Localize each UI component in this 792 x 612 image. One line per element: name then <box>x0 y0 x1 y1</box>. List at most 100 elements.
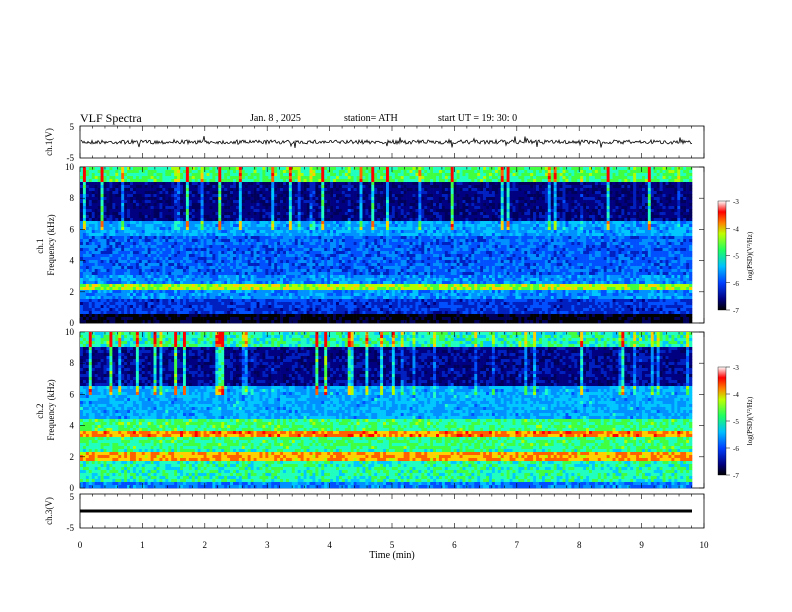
spectrogram-cell <box>98 293 101 296</box>
spectrogram-cell <box>136 200 139 203</box>
spectrogram-cell <box>165 191 168 194</box>
spectrogram-cell <box>151 206 154 209</box>
spectrogram-cell <box>139 305 142 308</box>
spectrogram-cell <box>148 200 151 203</box>
spectrogram-cell <box>139 197 142 200</box>
spectrogram-cell <box>151 215 154 218</box>
spectrogram-cell <box>168 290 171 293</box>
spectrogram-cell <box>139 296 142 299</box>
spectrogram-cell <box>92 293 95 296</box>
spectrogram-cell <box>154 239 157 242</box>
spectrogram-cell <box>95 179 98 182</box>
spectrogram-cell <box>148 299 151 302</box>
spectrogram-cell <box>145 314 148 317</box>
spectrogram-cell <box>86 170 89 173</box>
spectrogram-cell <box>83 293 86 296</box>
spectrogram-cell <box>159 257 162 260</box>
spectrogram-cell <box>171 296 174 299</box>
spectrogram-cell <box>157 275 160 278</box>
spectrogram-cell <box>89 248 92 251</box>
spectrogram-cell <box>168 320 171 323</box>
spectrogram-cell <box>177 221 180 224</box>
spectrogram-cell <box>115 191 118 194</box>
spectrogram-cell <box>124 317 127 320</box>
spectrogram-cell <box>112 314 115 317</box>
spectrogram-cell <box>101 284 104 287</box>
spectrogram-cell <box>154 308 157 311</box>
spectrogram-cell <box>130 320 133 323</box>
spectrogram-cell <box>159 233 162 236</box>
spectrogram-cell <box>154 206 157 209</box>
spectrogram-cell <box>151 218 154 221</box>
spectrogram-cell <box>98 260 101 263</box>
spectrogram-cell <box>80 203 83 206</box>
spectrogram-cell <box>159 179 162 182</box>
spectrogram-cell <box>121 251 124 254</box>
spectrogram-cell <box>139 245 142 248</box>
spectrogram-cell <box>148 176 151 179</box>
spectrogram-cell <box>101 209 104 212</box>
spectrogram-cell <box>101 221 104 224</box>
spectrogram-cell <box>95 269 98 272</box>
spectrogram-cell <box>95 233 98 236</box>
spectrogram-cell <box>115 236 118 239</box>
spectrogram-cell <box>171 317 174 320</box>
spectrogram-cell <box>121 320 124 323</box>
spectrogram-cell <box>83 221 86 224</box>
spectrogram-cell <box>142 197 145 200</box>
spectrogram-cell <box>174 191 177 194</box>
spectrogram-cell <box>139 173 142 176</box>
spectrogram-cell <box>112 194 115 197</box>
spectrogram-cell <box>83 206 86 209</box>
spectrogram-cell <box>148 269 151 272</box>
spectrogram-cell <box>104 248 107 251</box>
spectrogram-cell <box>101 167 104 170</box>
spectrogram-cell <box>165 197 168 200</box>
spectrogram-cell <box>136 260 139 263</box>
spectrogram-cell <box>106 206 109 209</box>
spectrogram-cell <box>139 275 142 278</box>
spectrogram-cell <box>139 317 142 320</box>
spectrogram-cell <box>124 305 127 308</box>
spectrogram-cell <box>80 194 83 197</box>
spectrogram-cell <box>104 239 107 242</box>
spectrogram-cell <box>148 281 151 284</box>
spectrogram-cell <box>151 212 154 215</box>
spectrogram-cell <box>174 185 177 188</box>
spectrogram-cell <box>98 194 101 197</box>
spectrogram-cell <box>165 293 168 296</box>
spectrogram-cell <box>106 281 109 284</box>
spectrogram-cell <box>162 269 165 272</box>
spectrogram-cell <box>171 176 174 179</box>
spectrogram-cell <box>124 218 127 221</box>
spectrogram-cell <box>80 206 83 209</box>
spectrogram-cell <box>133 308 136 311</box>
spectrogram-cell <box>145 170 148 173</box>
spectrogram-cell <box>154 260 157 263</box>
spectrogram-cell <box>159 293 162 296</box>
spectrogram-cell <box>92 296 95 299</box>
spectrogram-cell <box>133 197 136 200</box>
spectrogram-cell <box>154 209 157 212</box>
spectrogram-cell <box>101 203 104 206</box>
spectrogram-cell <box>86 263 89 266</box>
spectrogram-cell <box>162 182 165 185</box>
spectrogram-cell <box>112 173 115 176</box>
spectrogram-cell <box>148 251 151 254</box>
spectrogram-cell <box>165 260 168 263</box>
spectrogram-cell <box>174 254 177 257</box>
spectrogram-cell <box>92 287 95 290</box>
spectrogram-cell <box>148 275 151 278</box>
spectrogram-cell <box>121 308 124 311</box>
spectrogram-cell <box>148 290 151 293</box>
spectrogram-cell <box>112 320 115 323</box>
spectrogram-cell <box>162 284 165 287</box>
spectrogram-cell <box>133 296 136 299</box>
spectrogram-cell <box>95 290 98 293</box>
spectrogram-cell <box>127 269 130 272</box>
spectrogram-cell <box>139 167 142 170</box>
spectrogram-cell <box>118 299 121 302</box>
spectrogram-cell <box>89 227 92 230</box>
spectrogram-cell <box>174 200 177 203</box>
spectrogram-cell <box>142 272 145 275</box>
